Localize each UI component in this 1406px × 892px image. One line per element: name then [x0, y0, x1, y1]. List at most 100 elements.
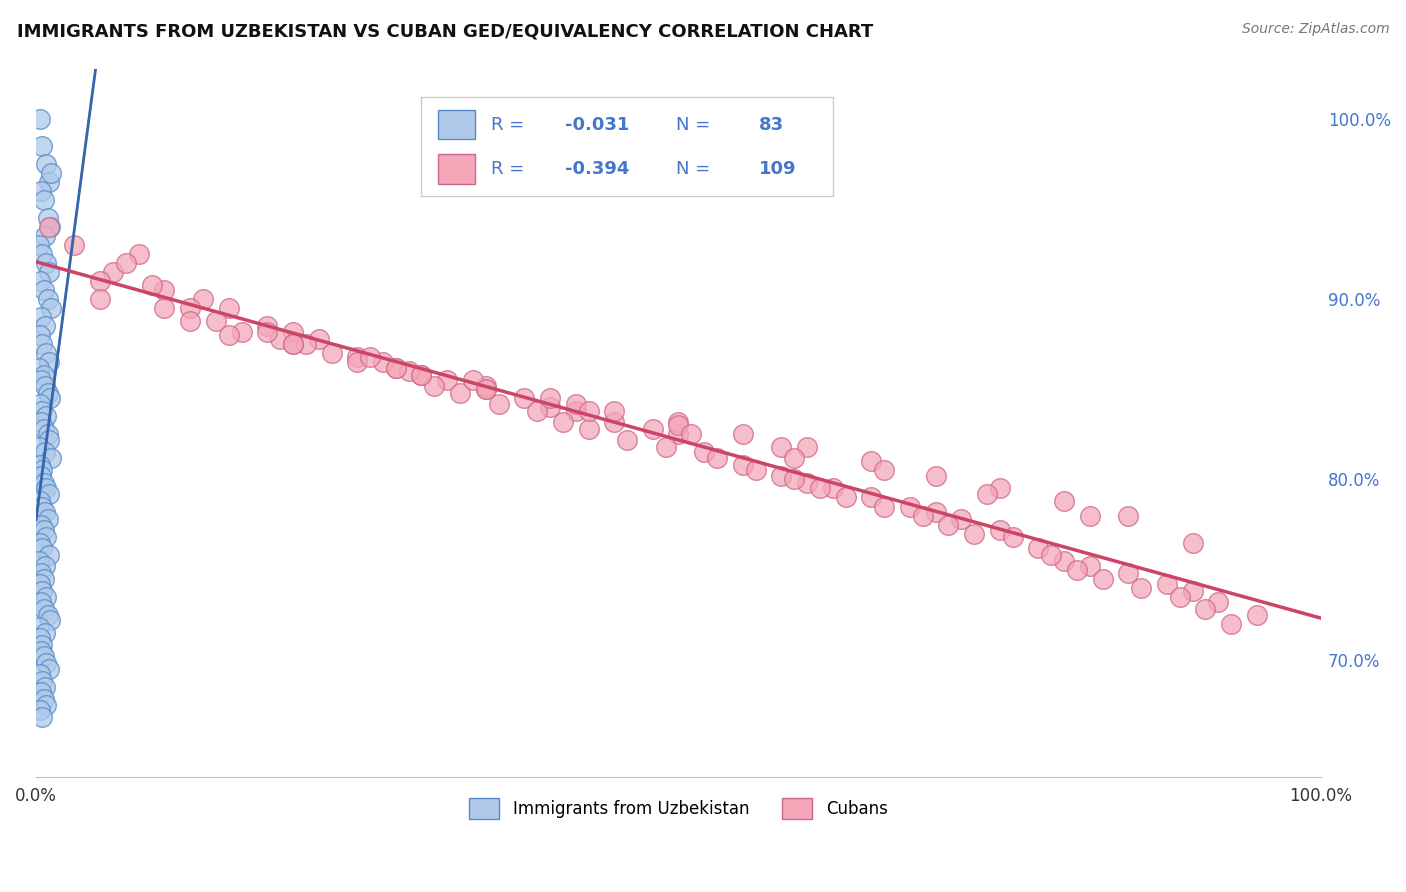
- Point: [1078, 508, 1101, 523]
- Point: [31, 638, 53, 652]
- Point: [35, 256, 58, 270]
- Point: [641, 422, 664, 436]
- Point: [38, 355, 60, 369]
- Point: [526, 404, 548, 418]
- Point: [269, 332, 291, 346]
- Point: [1130, 581, 1153, 595]
- Point: [706, 450, 728, 465]
- Point: [191, 292, 214, 306]
- Point: [1181, 535, 1204, 549]
- Point: [770, 440, 793, 454]
- Point: [668, 415, 690, 429]
- Point: [218, 301, 240, 316]
- Point: [141, 277, 163, 292]
- Point: [474, 382, 496, 396]
- Point: [988, 523, 1011, 537]
- Text: Source: ZipAtlas.com: Source: ZipAtlas.com: [1241, 22, 1389, 37]
- Point: [860, 454, 883, 468]
- Point: [101, 265, 124, 279]
- Point: [1194, 602, 1216, 616]
- Point: [603, 415, 626, 429]
- Point: [538, 392, 561, 406]
- Point: [398, 364, 420, 378]
- Point: [39, 220, 62, 235]
- Point: [1053, 494, 1076, 508]
- Point: [179, 314, 201, 328]
- Point: [30, 310, 52, 325]
- Point: [693, 445, 716, 459]
- Point: [179, 301, 201, 316]
- Point: [346, 355, 368, 369]
- Point: [860, 491, 883, 505]
- Point: [28, 703, 51, 717]
- Point: [37, 211, 59, 226]
- Point: [38, 265, 60, 279]
- Point: [1001, 530, 1024, 544]
- Point: [28, 458, 51, 472]
- Point: [34, 445, 56, 459]
- Point: [35, 590, 58, 604]
- Point: [31, 337, 53, 351]
- Point: [1053, 553, 1076, 567]
- Point: [1116, 566, 1139, 581]
- Point: [35, 698, 58, 712]
- Point: [1040, 548, 1063, 562]
- Point: [31, 463, 53, 477]
- Point: [384, 360, 406, 375]
- Point: [89, 292, 111, 306]
- Point: [950, 512, 973, 526]
- Point: [28, 535, 51, 549]
- Point: [34, 229, 56, 244]
- Point: [34, 505, 56, 519]
- Point: [35, 657, 58, 671]
- Point: [796, 440, 818, 454]
- Point: [35, 346, 58, 360]
- Point: [32, 476, 55, 491]
- Point: [31, 500, 53, 514]
- Point: [1026, 541, 1049, 555]
- Point: [30, 595, 52, 609]
- Point: [281, 337, 304, 351]
- Point: [488, 397, 510, 411]
- Point: [231, 325, 253, 339]
- Point: [1156, 577, 1178, 591]
- Point: [281, 325, 304, 339]
- Point: [1116, 508, 1139, 523]
- Point: [218, 328, 240, 343]
- Point: [578, 404, 600, 418]
- Point: [39, 613, 62, 627]
- Point: [668, 427, 690, 442]
- Point: [281, 337, 304, 351]
- Point: [1091, 572, 1114, 586]
- Legend: Immigrants from Uzbekistan, Cubans: Immigrants from Uzbekistan, Cubans: [463, 791, 894, 825]
- Point: [976, 487, 998, 501]
- Point: [89, 274, 111, 288]
- Point: [27, 360, 49, 375]
- Point: [27, 238, 49, 252]
- Point: [38, 662, 60, 676]
- Point: [30, 184, 52, 198]
- Point: [34, 680, 56, 694]
- Point: [783, 450, 806, 465]
- Point: [34, 559, 56, 574]
- Point: [31, 674, 53, 689]
- Point: [834, 491, 856, 505]
- Point: [28, 494, 51, 508]
- Point: [1220, 616, 1243, 631]
- Point: [873, 463, 896, 477]
- Point: [988, 482, 1011, 496]
- Point: [731, 458, 754, 472]
- Point: [308, 332, 330, 346]
- Point: [37, 292, 59, 306]
- Point: [30, 643, 52, 657]
- Point: [28, 112, 51, 126]
- Point: [32, 368, 55, 382]
- Point: [205, 314, 228, 328]
- Point: [41, 301, 63, 316]
- Point: [153, 301, 176, 316]
- Point: [31, 584, 53, 599]
- Point: [28, 328, 51, 343]
- Point: [821, 482, 844, 496]
- Point: [423, 378, 446, 392]
- Point: [32, 602, 55, 616]
